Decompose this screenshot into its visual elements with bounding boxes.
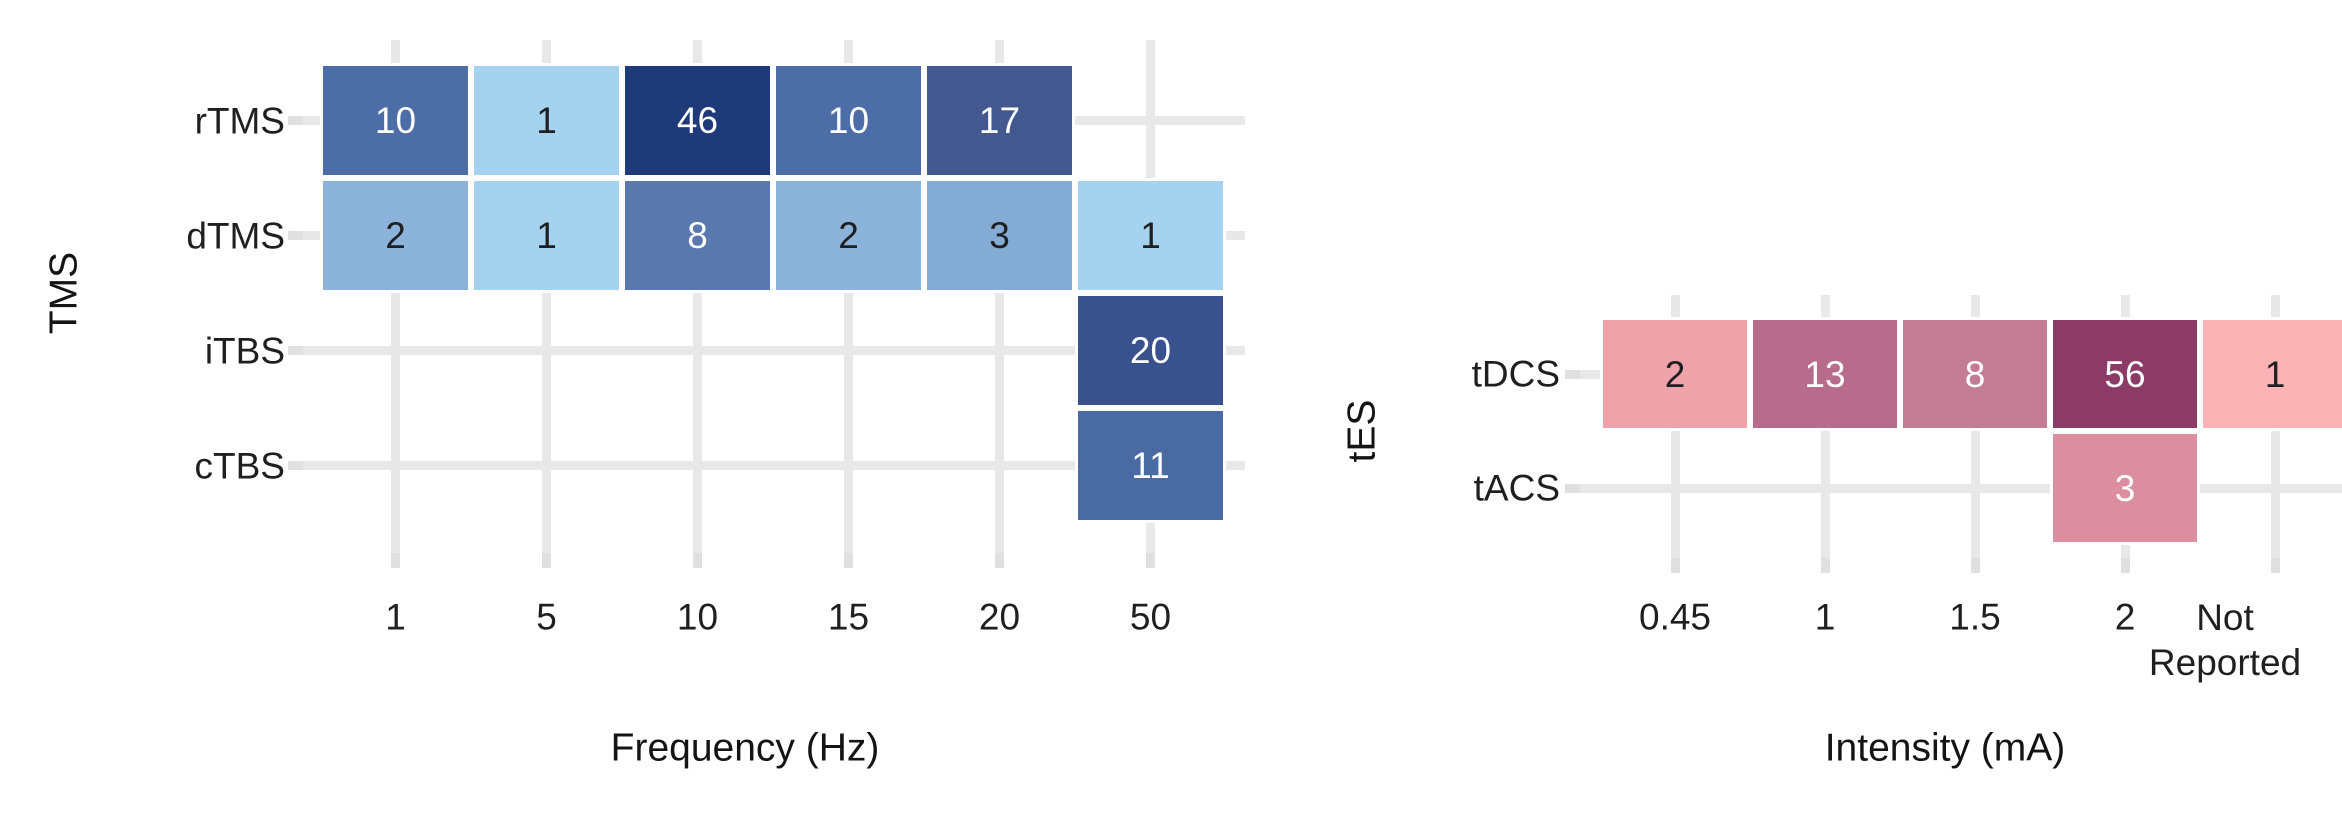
cell-value: 56 [2104, 353, 2146, 395]
heatmap-cell: 46 [622, 63, 773, 178]
x-tick-label: 1.5 [1949, 596, 2001, 638]
x-tick-label: 5 [536, 596, 557, 638]
y-axis-tick [1565, 369, 1580, 379]
x-axis-tick [2120, 558, 2130, 573]
heatmap-cell: 2 [773, 178, 924, 293]
heatmap-cell: 1 [471, 178, 622, 293]
cell-value: 10 [827, 100, 870, 141]
cell-value: 13 [1804, 353, 1846, 395]
heatmap-cell: 10 [320, 63, 471, 178]
x-tick-label: 1 [1814, 596, 1836, 638]
cell-value: 3 [2114, 467, 2136, 509]
heatmap-cell: 10 [773, 63, 924, 178]
x-axis-tick [391, 553, 400, 568]
y-axis-tick [1565, 483, 1580, 493]
x-tick-label: 15 [827, 596, 870, 638]
x-axis-tick [1970, 558, 1980, 573]
heatmap-cell: 13 [1750, 317, 1900, 431]
heatmap-cell: 1 [2200, 317, 2342, 431]
cell-value: 1 [536, 100, 557, 141]
y-tick-label: dTMS [186, 215, 285, 256]
x-tick-label: 2 [2114, 596, 2136, 638]
cell-value: 8 [1964, 353, 1986, 395]
y-axis-tick [288, 461, 303, 470]
gridline-horizontal [1580, 483, 2342, 493]
x-tick-label: 1 [385, 596, 406, 638]
x-tick-label: 50 [1129, 596, 1172, 638]
y-tick-label: cTBS [194, 445, 285, 486]
heatmap-cell: 56 [2050, 317, 2200, 431]
heatmap-cell: 3 [2050, 431, 2200, 545]
y-axis-title: TMS [42, 251, 86, 335]
x-tick-label: Not Reported [2148, 597, 2302, 683]
x-axis-tick [995, 553, 1004, 568]
y-axis-title: tES [1340, 399, 1384, 463]
cell-value: 46 [676, 100, 719, 141]
x-axis-tick [1146, 553, 1155, 568]
heatmap-cell: 8 [1900, 317, 2050, 431]
heatmap-cell: 17 [924, 63, 1075, 178]
cell-value: 11 [1131, 445, 1170, 486]
cell-value: 10 [374, 100, 417, 141]
cell-value: 1 [1140, 215, 1161, 256]
cell-value: 1 [536, 215, 557, 256]
gridline-horizontal [303, 461, 1245, 470]
y-axis-tick [288, 346, 303, 355]
heatmap-cell: 1 [1075, 178, 1226, 293]
x-axis-tick [1670, 558, 1680, 573]
heatmap-cell: 3 [924, 178, 1075, 293]
cell-value: 17 [978, 100, 1021, 141]
x-axis-title: Intensity (mA) [1824, 726, 2066, 770]
cell-value: 2 [838, 215, 859, 256]
y-axis-tick [288, 231, 303, 240]
x-tick-label: 10 [676, 596, 719, 638]
x-tick-label: 20 [978, 596, 1021, 638]
gridline-vertical [995, 40, 1004, 553]
cell-value: 8 [687, 215, 708, 256]
x-axis-tick [844, 553, 853, 568]
x-axis-tick [1820, 558, 1830, 573]
y-tick-label: tACS [1473, 467, 1560, 509]
y-tick-label: iTBS [204, 330, 285, 371]
cell-value: 2 [1664, 353, 1686, 395]
heatmap-cell: 2 [1600, 317, 1750, 431]
x-axis-title: Frequency (Hz) [610, 726, 880, 770]
x-axis-tick [2270, 558, 2280, 573]
gridline-vertical [693, 40, 702, 553]
gridline-vertical [391, 40, 400, 553]
y-tick-label: rTMS [194, 100, 285, 141]
y-axis-tick [288, 116, 303, 125]
gridline-horizontal [303, 346, 1245, 355]
heatmap-cell: 1 [471, 63, 622, 178]
cell-value: 2 [385, 215, 406, 256]
heatmap-cell: 11 [1075, 408, 1226, 523]
cell-value: 3 [989, 215, 1010, 256]
cell-value: 20 [1129, 330, 1172, 371]
x-axis-tick [542, 553, 551, 568]
heatmap-cell: 2 [320, 178, 471, 293]
y-tick-label: tDCS [1471, 353, 1560, 395]
x-axis-tick [693, 553, 702, 568]
x-tick-label: 0.45 [1638, 596, 1712, 638]
heatmap-cell: 20 [1075, 293, 1226, 408]
heatmap-cell: 8 [622, 178, 773, 293]
cell-value: 1 [2264, 353, 2286, 395]
gridline-vertical [844, 40, 853, 553]
gridline-vertical [542, 40, 551, 553]
